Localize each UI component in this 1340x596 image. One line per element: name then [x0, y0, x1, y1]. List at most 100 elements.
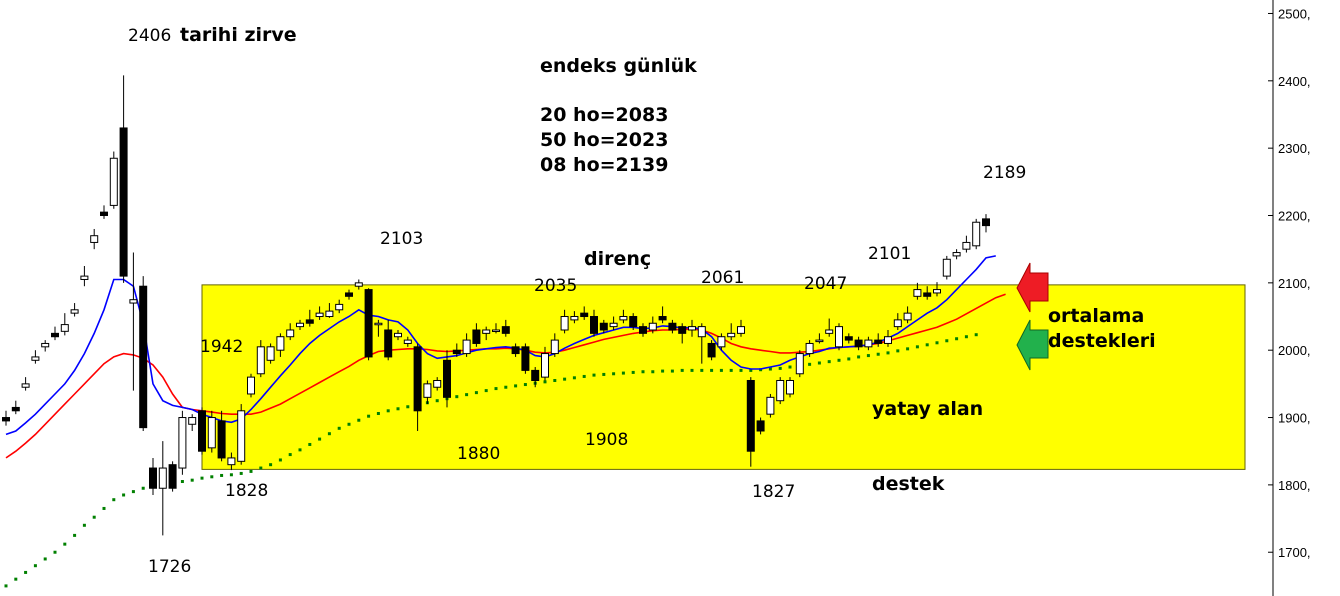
candle-body-down	[501, 326, 510, 334]
candle	[727, 323, 736, 341]
ma50-point	[82, 523, 86, 527]
candle-body-down	[521, 346, 530, 371]
ma50-point	[357, 418, 361, 422]
candle-body-down	[364, 289, 373, 358]
ma50-point	[298, 448, 302, 452]
candle	[844, 333, 853, 344]
candle	[913, 282, 922, 300]
ma50-point	[269, 463, 273, 467]
candle	[394, 329, 402, 341]
candle	[60, 313, 69, 336]
ma50-point	[210, 475, 214, 479]
candle	[639, 323, 647, 337]
y-tick-label: 1800,	[1278, 478, 1311, 493]
candle-body-up	[354, 282, 363, 287]
ma50-point	[376, 411, 380, 415]
candle-body-down	[100, 211, 108, 217]
ma50-point	[651, 370, 655, 374]
ma50-point	[102, 506, 106, 510]
label-2103: 2103	[380, 229, 423, 249]
candle-body-up	[90, 235, 99, 243]
candle-body-down	[11, 406, 20, 412]
candle	[227, 452, 236, 471]
candle-body-up	[21, 383, 30, 388]
y-tick-label: 1900,	[1278, 411, 1311, 426]
candle	[835, 323, 843, 351]
ma50-point	[817, 361, 821, 365]
candle	[893, 313, 902, 330]
candle-body-down	[305, 319, 314, 324]
ma50-point	[141, 486, 145, 490]
candle	[590, 309, 598, 337]
label-1942: 1942	[200, 337, 243, 357]
candle	[972, 218, 981, 250]
candle	[825, 318, 834, 337]
candle	[305, 309, 314, 327]
averages-label-line1: ortalama	[1048, 305, 1144, 327]
candle-body-up	[80, 275, 89, 280]
candle-body-down	[599, 322, 608, 331]
candle-body-up	[178, 417, 187, 469]
candle-body-up	[903, 312, 912, 321]
candle-body-up	[835, 326, 843, 348]
candle-body-down	[923, 292, 932, 297]
ma50-point	[778, 366, 782, 370]
ma50-point	[220, 473, 224, 477]
candle	[717, 333, 726, 351]
candle	[933, 282, 941, 297]
ma50-point	[631, 370, 635, 374]
candle-body-down	[756, 420, 765, 432]
ma50-point	[514, 384, 518, 388]
candle	[746, 377, 755, 467]
candle	[207, 410, 216, 453]
candle-body-up	[560, 316, 569, 331]
y-tick-label: 2100,	[1278, 276, 1311, 291]
candle	[737, 319, 745, 337]
ma50-point	[180, 480, 184, 484]
y-tick-label: 2500,	[1278, 6, 1311, 21]
candle	[149, 457, 157, 495]
y-tick-label: 2300,	[1278, 141, 1311, 156]
ma50-point	[768, 367, 772, 371]
candle	[256, 340, 265, 378]
candle	[452, 343, 461, 357]
candle-body-up	[795, 353, 804, 375]
ma50-point	[24, 570, 28, 574]
ma50-point	[406, 405, 410, 409]
zone-label: yatay alan	[872, 398, 983, 420]
candle-body-down	[217, 420, 226, 459]
candle-body-up	[492, 329, 500, 332]
candle	[158, 441, 167, 536]
candle	[325, 303, 334, 318]
candle-body-up	[462, 339, 471, 355]
ma50-point	[53, 550, 57, 554]
ma50-point	[925, 343, 929, 347]
candle	[31, 350, 40, 364]
candle-body-down	[51, 332, 59, 338]
candle-body-down	[452, 349, 461, 355]
candle	[41, 340, 50, 352]
candle	[864, 336, 873, 351]
ma50-point	[935, 341, 939, 345]
ma50-point	[612, 372, 616, 376]
candle-body-up	[864, 339, 873, 348]
ma50-point	[974, 333, 978, 337]
candle	[345, 289, 353, 300]
ma50-point	[866, 354, 870, 358]
y-tick-label: 1700,	[1278, 545, 1311, 560]
candle	[188, 414, 197, 432]
candle	[609, 316, 618, 330]
ma50-point	[318, 437, 322, 441]
ma50-point	[396, 407, 400, 411]
candle	[168, 461, 177, 492]
candle	[109, 151, 118, 209]
ma50-point	[670, 369, 674, 373]
ma50-point	[710, 368, 714, 372]
candle	[560, 309, 569, 334]
candle-body-up	[962, 241, 971, 250]
candle	[942, 255, 951, 280]
candle-body-up	[933, 289, 941, 294]
candle-body-up	[972, 221, 981, 247]
resistance-label: direnç	[584, 248, 651, 270]
